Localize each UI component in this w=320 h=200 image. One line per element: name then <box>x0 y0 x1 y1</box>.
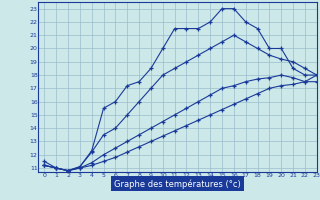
X-axis label: Graphe des températures (°c): Graphe des températures (°c) <box>114 179 241 189</box>
